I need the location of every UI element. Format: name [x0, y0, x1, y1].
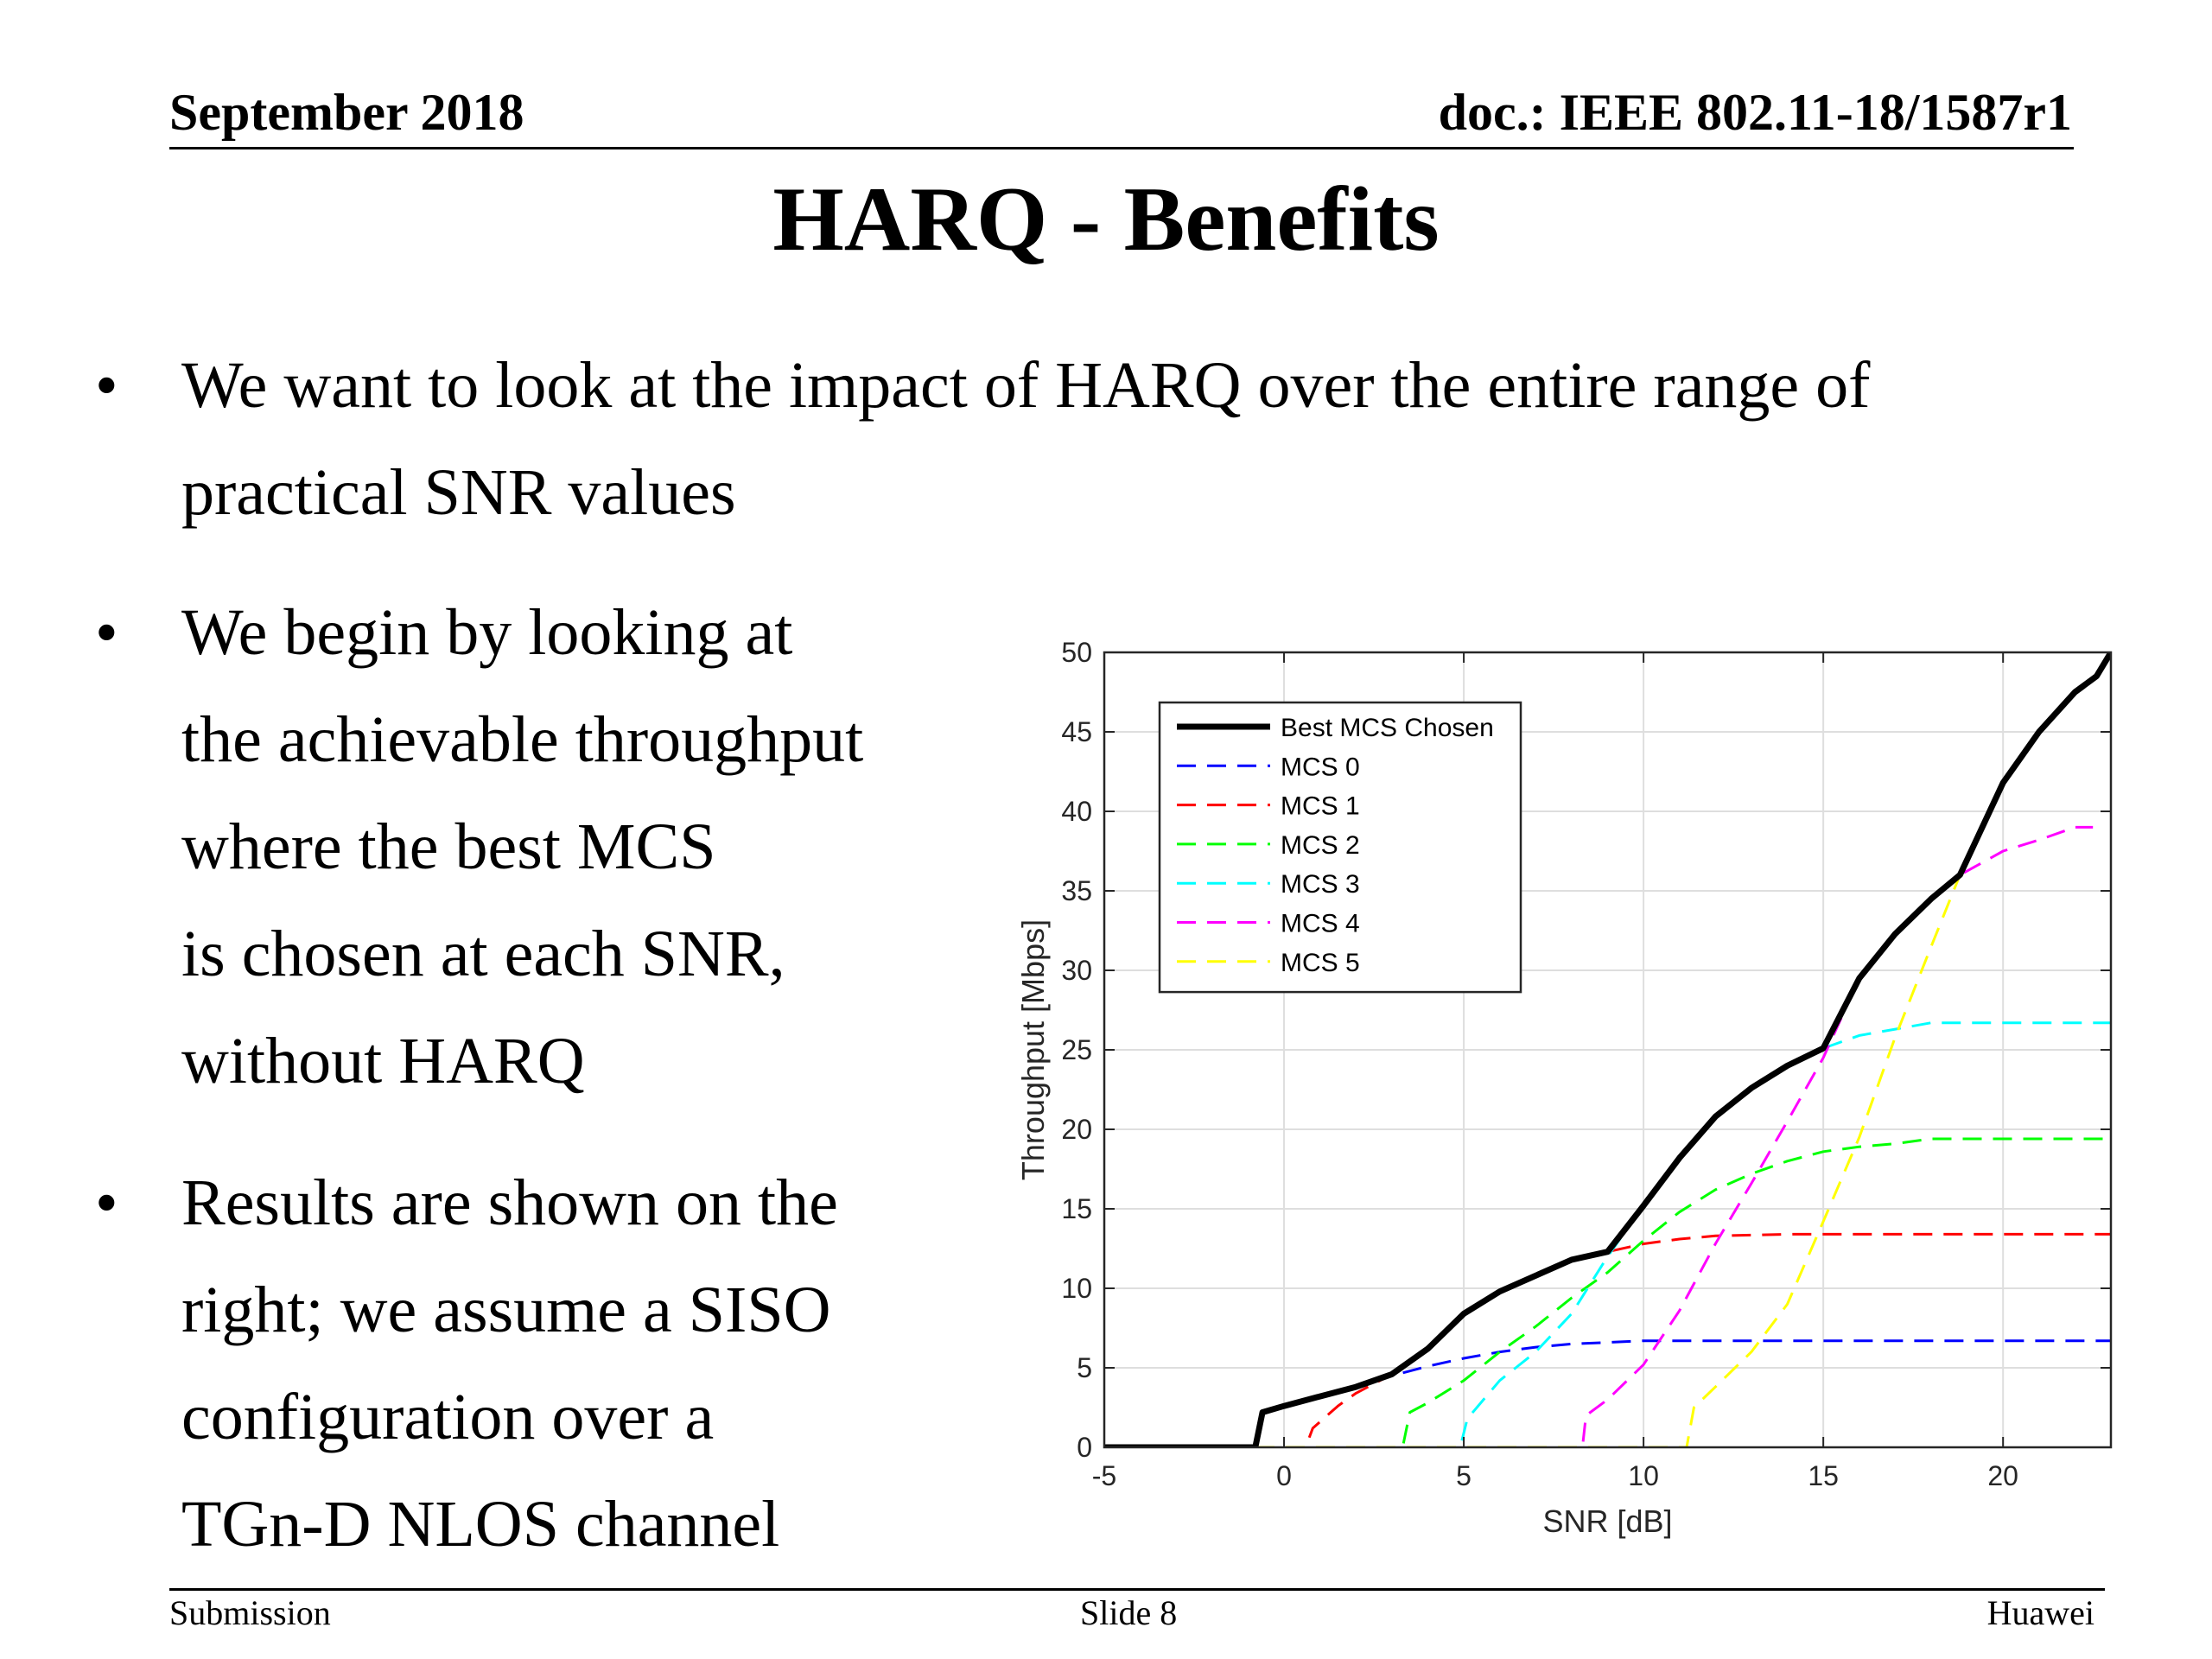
- x-tick-label: 5: [1456, 1460, 1471, 1491]
- footer-slide-number: Slide 8: [1080, 1593, 1178, 1632]
- footer-rule: [169, 1588, 2105, 1591]
- bullet-2-line-1: We begin by looking at: [181, 596, 793, 669]
- series-line-mcs-2: [1104, 1137, 2111, 1447]
- legend-label-best-mcs-chosen: Best MCS Chosen: [1281, 714, 1494, 742]
- throughput-chart: -5 0 5 10 15 20 0 5 10 15 20 25 30 35 40 45 50 SNR [dB] Th…: [1002, 631, 2126, 1573]
- bullet-3-line-3: configuration over a: [181, 1381, 715, 1453]
- bullet-2-line-5: without HARQ: [181, 1025, 585, 1097]
- footer-company: Huawei: [1986, 1593, 2094, 1632]
- legend-label-mcs-3: MCS 3: [1281, 870, 1360, 899]
- header-date: September 2018: [169, 84, 524, 141]
- y-tick-label: 35: [1061, 875, 1092, 906]
- bullet-3-marker: •: [95, 1166, 118, 1239]
- legend-label-mcs-2: MCS 2: [1281, 831, 1360, 860]
- x-tick-label: 20: [1987, 1460, 2018, 1491]
- footer-submission: Submission: [169, 1593, 331, 1632]
- legend-label-mcs-0: MCS 0: [1281, 753, 1360, 781]
- x-tick-label: 10: [1628, 1460, 1659, 1491]
- header-rule: [169, 147, 2074, 149]
- legend-label-mcs-4: MCS 4: [1281, 910, 1360, 938]
- y-tick-label: 20: [1061, 1114, 1092, 1145]
- slide-title: HARQ - Benefits: [772, 168, 1440, 270]
- legend-box: [1158, 701, 1522, 994]
- legend-label-mcs-1: MCS 1: [1281, 792, 1360, 821]
- bullet-1-marker: •: [95, 349, 118, 422]
- y-tick-label: 0: [1077, 1432, 1092, 1463]
- series-line-best-mcs-chosen: [1104, 652, 2111, 1447]
- y-tick-label: 5: [1077, 1352, 1092, 1383]
- y-tick-label: 30: [1061, 955, 1092, 986]
- series-line-mcs-1: [1104, 1232, 2111, 1447]
- bullet-2-marker: •: [95, 596, 118, 669]
- bullet-2-line-3: where the best MCS: [181, 810, 716, 883]
- y-tick-label: 10: [1061, 1273, 1092, 1304]
- y-tick-label: 50: [1061, 637, 1092, 668]
- bullet-3-line-4: TGn-D NLOS channel: [181, 1488, 780, 1560]
- legend-label-mcs-5: MCS 5: [1281, 949, 1360, 977]
- header-doc-id: doc.: IEEE 802.11-18/1587r1: [1438, 84, 2072, 141]
- y-tick-label: 40: [1061, 796, 1092, 827]
- bullet-2-line-2: the achievable throughput: [181, 703, 864, 776]
- bullet-1-line-2: practical SNR values: [181, 456, 736, 529]
- bullet-3-line-1: Results are shown on the: [181, 1166, 838, 1239]
- y-axis-label: Throughput [Mbps]: [1015, 919, 1051, 1180]
- series-line-mcs-4: [1104, 825, 2094, 1447]
- series-group: [1104, 652, 2111, 1447]
- x-tick-label: 15: [1808, 1460, 1839, 1491]
- y-tick-label: 15: [1061, 1193, 1092, 1224]
- bullet-3-line-2: right; we assume a SISO: [181, 1274, 831, 1346]
- x-axis-label: SNR [dB]: [1542, 1503, 1672, 1539]
- y-tick-label: 25: [1061, 1034, 1092, 1065]
- series-line-mcs-0: [1104, 1339, 2111, 1447]
- y-tick-label: 45: [1061, 716, 1092, 747]
- x-tick-label: 0: [1276, 1460, 1292, 1491]
- bullet-2-line-4: is chosen at each SNR,: [181, 918, 785, 990]
- bullet-1-line-1: We want to look at the impact of HARQ ov…: [181, 349, 1871, 422]
- x-tick-label: -5: [1092, 1460, 1116, 1491]
